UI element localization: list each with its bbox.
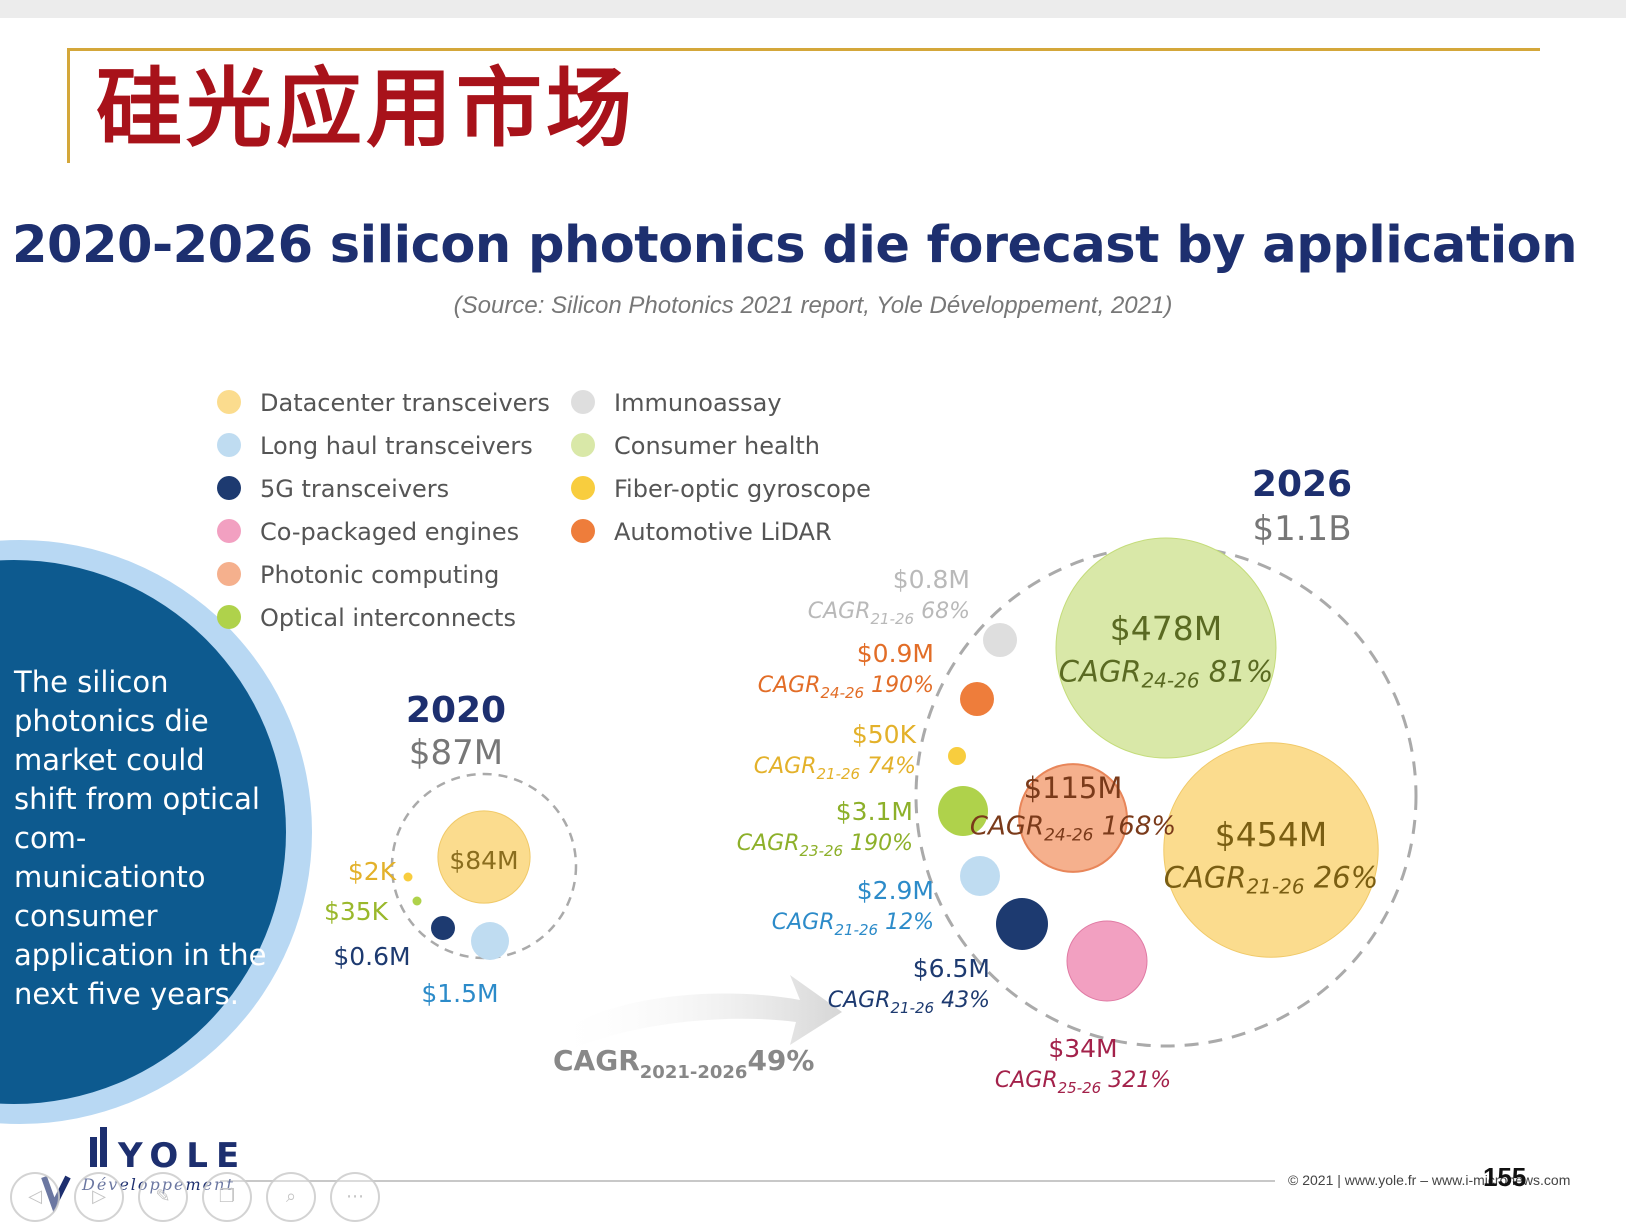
chart-title: 2020-2026 silicon photonics die forecast… <box>12 216 1578 275</box>
legend-swatch <box>217 562 241 586</box>
legend-swatch <box>571 390 595 414</box>
bubble-value-label: $115M <box>1024 771 1123 805</box>
title-frame <box>67 48 1540 163</box>
legend-label: Optical interconnects <box>260 604 516 632</box>
legend-swatch <box>571 519 595 543</box>
legend-swatch <box>217 433 241 457</box>
legend-item: Photonic computing <box>217 561 499 589</box>
pages-icon[interactable]: ❐ <box>202 1172 252 1222</box>
bubble <box>960 856 1000 896</box>
legend-label: Photonic computing <box>260 561 499 589</box>
legend-item: Co-packaged engines <box>217 518 519 546</box>
legend: Datacenter transceivers Long haul transce… <box>217 389 871 632</box>
legend-item: Fiber-optic gyroscope <box>571 475 871 503</box>
bubble <box>983 623 1017 657</box>
yole-logo-word: YOLE <box>118 1136 248 1176</box>
next-icon[interactable]: ▷ <box>74 1172 124 1222</box>
bubble-value-label: $3.1M <box>836 797 913 826</box>
legend-label: Consumer health <box>614 432 820 460</box>
legend-item: Automotive LiDAR <box>571 518 832 546</box>
bubble-value-label: $35K <box>324 897 389 926</box>
zoom-icon[interactable]: ⌕ <box>266 1172 316 1222</box>
bubble-value-label: $34M <box>1048 1034 1117 1063</box>
legend-label: Datacenter transceivers <box>260 389 550 417</box>
bubble-value-label: $1.5M <box>421 979 498 1008</box>
bubble-value-label: $50K <box>852 720 917 749</box>
bubble <box>403 872 413 882</box>
bubble-cagr-label: CAGR24-26 81% <box>1059 654 1274 692</box>
bubble <box>412 896 422 906</box>
bubble-value-label: $454M <box>1215 815 1327 854</box>
legend-label: Fiber-optic gyroscope <box>614 475 871 503</box>
prev-icon[interactable]: ◁ <box>10 1172 60 1222</box>
legend-label: Automotive LiDAR <box>614 518 832 546</box>
group-year-label: 2020 <box>406 690 506 731</box>
bubble-value-label: $84M <box>449 846 518 875</box>
bubble-cagr-label: CAGR21-26 26% <box>1164 860 1379 898</box>
legend-item: Consumer health <box>571 432 820 460</box>
window-top-bar <box>0 0 1626 18</box>
bubble-cagr-label: CAGR24-26 168% <box>970 811 1176 845</box>
bubble <box>1066 920 1148 1002</box>
legend-item: 5G transceivers <box>217 475 449 503</box>
legend-item: Optical interconnects <box>217 604 516 632</box>
bubble <box>1055 537 1277 759</box>
legend-item: Datacenter transceivers <box>217 389 550 417</box>
bubble <box>471 922 509 960</box>
page-title: 硅光应用市场 <box>96 59 636 159</box>
bubble-value-label: $478M <box>1110 609 1222 648</box>
group-total-label: $87M <box>409 733 503 773</box>
bubble-value-label: $2.9M <box>857 876 934 905</box>
legend-item: Immunoassay <box>571 389 782 417</box>
legend-swatch <box>571 476 595 500</box>
bubble <box>948 747 966 765</box>
legend-swatch <box>217 476 241 500</box>
legend-swatch <box>217 390 241 414</box>
legend-label: Immunoassay <box>614 389 782 417</box>
legend-swatch <box>217 605 241 629</box>
group-total-label: $1.1B <box>1252 509 1351 549</box>
growth-arrow <box>552 975 842 1060</box>
legend-item: Long haul transceivers <box>217 432 533 460</box>
page-number: 155 <box>1483 1162 1527 1192</box>
bubble-value-label: $6.5M <box>913 954 990 983</box>
bubble-value-label: $0.9M <box>857 639 934 668</box>
bubble-cagr-label: CAGR24-26 190% <box>758 673 934 702</box>
callout-circle <box>0 560 286 1104</box>
bubble <box>437 810 531 904</box>
overall-cagr: CAGR2021-202649% <box>553 1044 814 1083</box>
bubble-value-label: $2K <box>348 857 397 886</box>
group-year-label: 2026 <box>1252 464 1352 505</box>
bubble-cagr-label: CAGR23-26 190% <box>737 831 913 860</box>
legend-swatch <box>217 519 241 543</box>
footer-divider <box>220 1180 1275 1182</box>
bubble-value-label: $0.8M <box>893 565 970 594</box>
bubble-cagr-label: CAGR21-26 12% <box>772 910 934 939</box>
bubble <box>938 786 988 836</box>
chart-subtitle: (Source: Silicon Photonics 2021 report, … <box>453 292 1173 319</box>
bubble-cagr-label: CAGR25-26 321% <box>995 1068 1171 1097</box>
bubble <box>1018 763 1128 873</box>
bubble-value-label: $0.6M <box>333 942 410 971</box>
more-icon[interactable]: ⋯ <box>330 1172 380 1222</box>
legend-swatch <box>571 433 595 457</box>
bubble <box>960 682 994 716</box>
bubble-cagr-label: CAGR21-26 68% <box>808 599 970 628</box>
legend-label: 5G transceivers <box>260 475 449 503</box>
bubble <box>431 916 455 940</box>
copyright-text: © 2021 | www.yole.fr – www.i-micronews.c… <box>1288 1172 1571 1188</box>
legend-label: Long haul transceivers <box>260 432 533 460</box>
bubble-cagr-label: CAGR21-26 74% <box>754 754 916 783</box>
bubble-cagr-label: CAGR21-26 43% <box>828 988 990 1017</box>
bubble <box>1163 742 1379 958</box>
legend-label: Co-packaged engines <box>260 518 519 546</box>
pen-icon[interactable]: ✎ <box>138 1172 188 1222</box>
callout-text: The silicon photonics die market could shif… <box>13 665 266 1011</box>
bubble <box>996 898 1048 950</box>
